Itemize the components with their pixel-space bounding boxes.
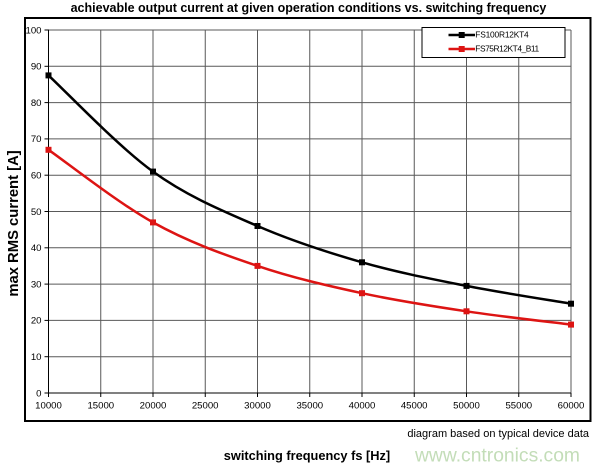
- svg-text:20000: 20000: [140, 401, 167, 412]
- svg-text:50: 50: [31, 207, 42, 218]
- svg-text:achievable output current at g: achievable output current at given opera…: [71, 1, 547, 15]
- svg-text:80: 80: [31, 98, 42, 109]
- svg-text:50000: 50000: [453, 401, 480, 412]
- svg-text:90: 90: [31, 62, 42, 73]
- svg-text:30: 30: [31, 279, 42, 290]
- svg-text:max RMS current [A]: max RMS current [A]: [6, 150, 22, 296]
- svg-text:10: 10: [31, 352, 42, 363]
- svg-text:20: 20: [31, 316, 42, 327]
- svg-text:60: 60: [31, 171, 42, 182]
- svg-text:70: 70: [31, 134, 42, 145]
- svg-text:40: 40: [31, 243, 42, 254]
- svg-text:100: 100: [25, 25, 41, 36]
- svg-text:switching frequency fs [Hz]: switching frequency fs [Hz]: [224, 448, 390, 463]
- svg-text:diagram based on typical devic: diagram based on typical device data: [407, 428, 589, 440]
- svg-text:45000: 45000: [401, 401, 428, 412]
- svg-text:0: 0: [36, 388, 41, 399]
- svg-text:www.cntronics.com: www.cntronics.com: [414, 446, 580, 467]
- svg-text:30000: 30000: [244, 401, 271, 412]
- svg-text:15000: 15000: [87, 401, 114, 412]
- svg-text:FS75R12KT4_B11: FS75R12KT4_B11: [475, 44, 539, 54]
- svg-text:40000: 40000: [349, 401, 376, 412]
- svg-text:35000: 35000: [296, 401, 323, 412]
- svg-text:10000: 10000: [35, 401, 62, 412]
- svg-text:FS100R12KT4: FS100R12KT4: [475, 30, 529, 40]
- svg-text:55000: 55000: [505, 401, 532, 412]
- svg-text:60000: 60000: [558, 401, 585, 412]
- svg-text:25000: 25000: [192, 401, 219, 412]
